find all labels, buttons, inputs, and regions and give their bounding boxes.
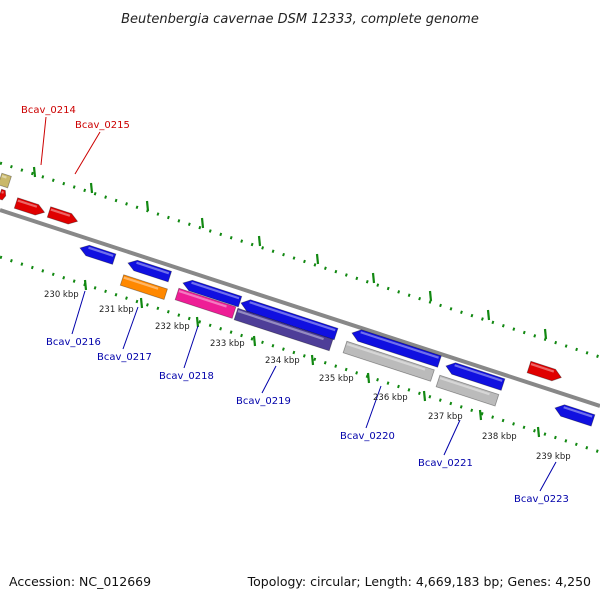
- major-tick: [195, 316, 200, 328]
- gene-label: Bcav_0215: [75, 120, 130, 131]
- gene-leader-line: [539, 461, 557, 492]
- gene-label: Bcav_0216: [46, 337, 101, 348]
- map-title: Beutenbergia cavernae DSM 12333, complet…: [121, 12, 479, 27]
- major-tick: [422, 390, 427, 402]
- gene-arrow: [351, 329, 442, 368]
- major-tick: [89, 182, 94, 194]
- gene-arrow: [0, 188, 7, 201]
- gene-label: Bcav_0223: [514, 494, 569, 505]
- kbp-label: 234 kbp: [265, 356, 300, 366]
- gene-label: Bcav_0221: [418, 458, 473, 469]
- major-tick: [310, 354, 315, 366]
- major-tick: [200, 217, 205, 229]
- major-tick: [32, 166, 37, 178]
- major-tick: [145, 200, 150, 212]
- gene-label: Bcav_0217: [97, 352, 152, 363]
- kbp-label: 231 kbp: [99, 305, 134, 315]
- gene-leader-line: [40, 116, 47, 166]
- gene-arrow: [233, 307, 334, 352]
- gene-arrow: [526, 360, 562, 382]
- gene-leader-line: [261, 365, 277, 394]
- gene-arrow: [127, 259, 173, 283]
- major-tick: [543, 328, 548, 340]
- kbp-label: 235 kbp: [319, 374, 354, 384]
- gene-label: Bcav_0219: [236, 396, 291, 407]
- kbp-label: 233 kbp: [210, 339, 245, 349]
- major-tick: [139, 297, 144, 309]
- accession-label: Accession: NC_012669: [9, 574, 151, 589]
- gene-arrow: [342, 340, 435, 382]
- gene-label: Bcav_0220: [340, 431, 395, 442]
- gene-arrow: [554, 404, 596, 427]
- gene-arrow: [182, 279, 243, 308]
- gene-arrow: [46, 206, 79, 225]
- major-tick: [478, 409, 483, 421]
- major-tick: [252, 335, 257, 347]
- kbp-label: 230 kbp: [44, 290, 79, 300]
- major-tick: [257, 235, 262, 247]
- gene-arrow: [174, 287, 237, 319]
- gene-leader-line: [71, 290, 86, 335]
- kbp-label: 236 kbp: [373, 393, 408, 403]
- gene-arrow: [119, 274, 168, 301]
- gene-leader-line: [74, 131, 101, 175]
- kbp-label: 238 kbp: [482, 432, 517, 442]
- major-tick: [371, 272, 376, 284]
- gene-arrow: [435, 374, 500, 407]
- kbp-label: 237 kbp: [428, 412, 463, 422]
- gene-arrow: [0, 172, 12, 189]
- gene-arrow: [13, 197, 46, 216]
- gene-leader-line: [443, 419, 461, 456]
- gene-features: [0, 172, 596, 427]
- major-tick: [486, 309, 491, 321]
- gene-leader-line: [183, 325, 199, 369]
- major-tick: [428, 290, 433, 302]
- genome-backbone: [0, 208, 600, 408]
- kbp-labels: 230 kbp 231 kbp 232 kbp 233 kbp 234 kbp 235 k…: [44, 290, 571, 462]
- gene-labels: Bcav_0214 Bcav_0215 Bcav_0216 Bcav_0217 Bcav…: [21, 105, 569, 505]
- gene-arrow: [240, 299, 339, 341]
- gene-arrow: [445, 362, 506, 391]
- kbp-label: 232 kbp: [155, 322, 190, 332]
- kbp-label: 239 kbp: [536, 452, 571, 462]
- major-tick: [366, 372, 371, 384]
- gene-leader-line: [365, 385, 382, 429]
- major-ticks: [32, 166, 548, 438]
- gene-arrow: [79, 244, 117, 265]
- major-tick: [315, 253, 320, 265]
- major-tick: [536, 426, 541, 438]
- topology-summary: Topology: circular; Length: 4,669,183 bp…: [247, 574, 591, 589]
- major-tick: [83, 279, 88, 291]
- gene-label: Bcav_0218: [159, 371, 214, 382]
- gene-label: Bcav_0214: [21, 105, 76, 116]
- inner-tick-row: [0, 255, 600, 454]
- gene-leader-line: [122, 306, 139, 350]
